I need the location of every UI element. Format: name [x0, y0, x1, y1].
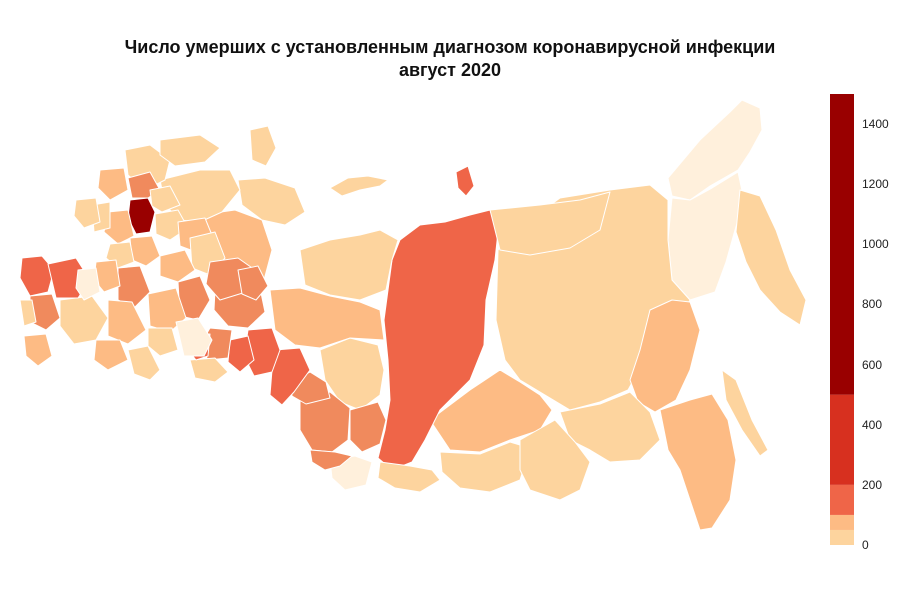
region-udmurtia	[237, 265, 269, 301]
legend-tick-label: 600	[862, 357, 883, 372]
region-novaya-zemlya	[329, 175, 389, 197]
region-altai-krai	[309, 449, 353, 471]
legend-tick-label: 0	[862, 538, 869, 552]
legend-bin-3	[830, 394, 854, 485]
legend-bin-1	[830, 514, 854, 530]
region-dagestan	[127, 345, 161, 381]
region-krasnodar	[59, 295, 109, 345]
region-penza	[159, 249, 196, 283]
region-krasnoyarsk	[377, 209, 499, 471]
map-title: Число умерших с установленным диагнозом …	[0, 36, 900, 82]
region-taymyr-islands	[455, 165, 475, 197]
region-kalingrad-cluster	[75, 267, 101, 301]
region-kolguev	[249, 125, 277, 167]
legend-bin-2	[830, 484, 854, 515]
region-stavropol	[93, 339, 129, 371]
region-irkutsk	[429, 369, 553, 453]
legend-colorbar	[830, 94, 854, 545]
region-yamal	[299, 229, 399, 301]
legend-bin-4	[830, 94, 854, 395]
region-sevastopol	[23, 333, 53, 367]
region-nenets	[237, 177, 306, 226]
region-rostov	[107, 299, 147, 345]
region-kemerovo	[349, 401, 387, 453]
region-bryansk	[19, 255, 55, 297]
region-chukotka	[667, 99, 763, 201]
legend-tick-label: 400	[862, 417, 883, 432]
region-sakhalin	[721, 369, 769, 457]
map-title-line2: август 2020	[398, 60, 501, 80]
legend-tick-label: 1200	[862, 177, 889, 192]
region-murmansk	[159, 134, 221, 167]
region-pskov	[19, 299, 37, 327]
region-khabarovsk	[629, 299, 701, 413]
region-novosibirsk	[299, 391, 351, 453]
region-buryatia	[439, 441, 531, 493]
region-khmao	[269, 287, 385, 349]
region-evenk	[489, 191, 611, 256]
legend-tick-label: 800	[862, 297, 883, 312]
legend-tick-label: 200	[862, 477, 883, 492]
region-zabaikalsky	[519, 419, 591, 501]
region-stpetersburg	[97, 167, 129, 201]
region-novgorod	[73, 197, 101, 229]
legend-bin-0	[830, 529, 854, 545]
legend-tick-label: 1400	[862, 117, 889, 132]
region-amur	[559, 391, 661, 463]
region-tomsk	[319, 337, 385, 411]
region-tyva	[377, 461, 441, 493]
region-ryazan	[129, 235, 161, 267]
region-yaroslavl	[149, 185, 181, 213]
legend-tick-label: 1000	[862, 237, 889, 252]
region-astrakhan	[175, 317, 213, 357]
map-title-line1: Число умерших с установленным диагнозом …	[124, 37, 776, 57]
region-kalmykia	[147, 327, 179, 357]
region-tyumen	[269, 347, 311, 406]
region-arkhangelsk	[159, 169, 241, 223]
region-primorye	[659, 393, 737, 531]
region-orenburg	[189, 357, 229, 383]
region-voronezh	[117, 265, 151, 309]
region-kamchatka	[735, 189, 807, 326]
